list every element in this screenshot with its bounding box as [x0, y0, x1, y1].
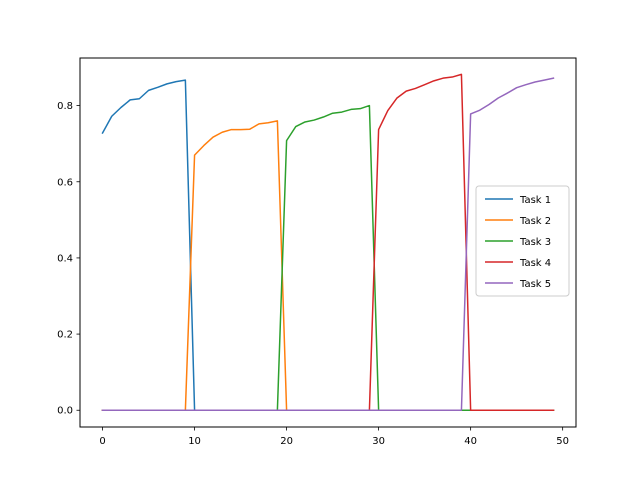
- legend-label-task-4: Task 4: [519, 258, 551, 269]
- axes-frame: [79, 57, 577, 428]
- legend-label-task-3: Task 3: [519, 237, 551, 248]
- y-tick-label: 0.8: [57, 101, 73, 112]
- x-tick-label: 50: [556, 436, 569, 447]
- x-tick-label: 0: [99, 436, 105, 447]
- y-tick-label: 0.6: [57, 177, 73, 188]
- y-tick-label: 0.0: [57, 406, 73, 417]
- y-axis: 0.0 0.2 0.4 0.6 0.8: [57, 101, 80, 417]
- x-tick-label: 30: [372, 436, 385, 447]
- legend-box: [475, 185, 570, 297]
- legend-label-task-1: Task 1: [519, 195, 551, 206]
- x-tick-label: 20: [280, 436, 293, 447]
- series-line-task-5: [101, 77, 555, 411]
- legend-label-task-5: Task 5: [519, 279, 551, 290]
- legend: Task 1 Task 2 Task 3 Task 4 Task 5: [475, 185, 570, 297]
- x-axis: 0 10 20 30 40 50: [99, 427, 569, 447]
- x-tick-label: 10: [188, 436, 201, 447]
- legend-label-task-2: Task 2: [519, 216, 551, 227]
- x-tick-label: 40: [464, 436, 477, 447]
- y-tick-label: 0.4: [57, 253, 73, 264]
- series-lines: [101, 73, 555, 411]
- y-tick-label: 0.2: [57, 330, 73, 341]
